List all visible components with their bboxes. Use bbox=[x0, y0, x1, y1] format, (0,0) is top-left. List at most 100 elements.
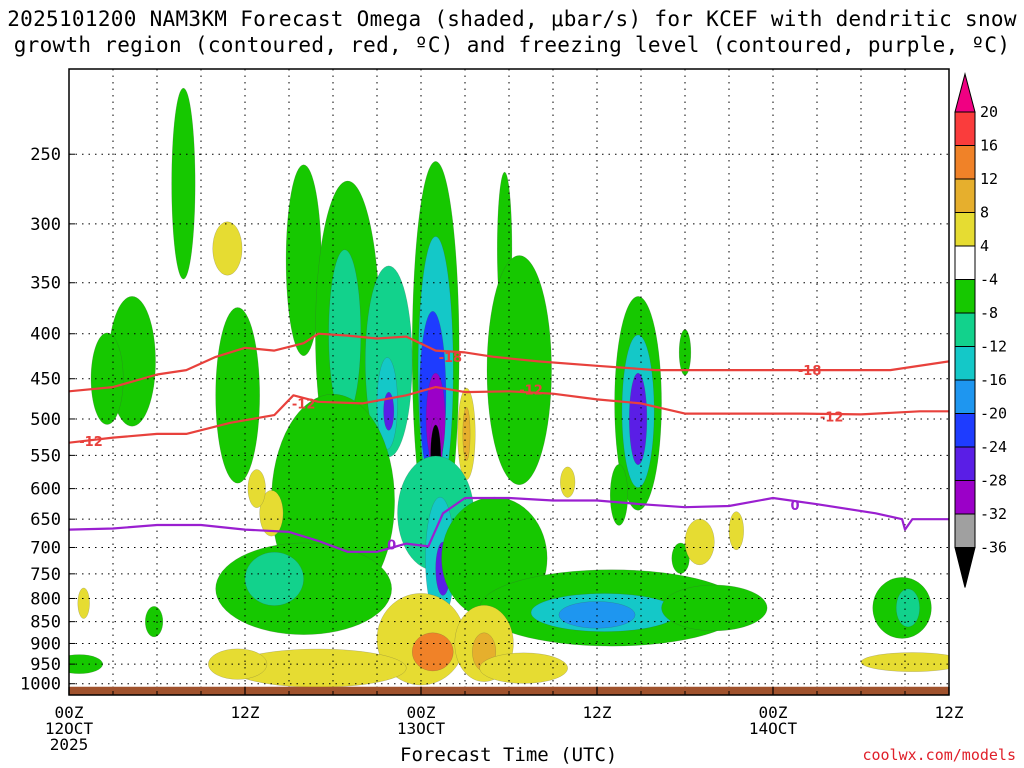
omega-region-34 bbox=[558, 601, 636, 629]
chart-title-line-1: 2025101200 NAM3KM Forecast Omega (shaded… bbox=[7, 7, 1017, 31]
omega-region-20 bbox=[486, 255, 552, 485]
colorbar-label-8: -16 bbox=[980, 371, 1007, 389]
colorbar-label-9: -20 bbox=[980, 405, 1007, 423]
colorbar-label-10: -24 bbox=[980, 438, 1007, 456]
xtick-label-48-1: 14OCT bbox=[749, 719, 798, 738]
colorbar-label-7: -12 bbox=[980, 338, 1007, 356]
colorbar-segment-5 bbox=[954, 379, 976, 414]
colorbar-label-12: -32 bbox=[980, 505, 1007, 523]
colorbar-segment-13 bbox=[954, 111, 976, 146]
omega-region-46 bbox=[560, 466, 576, 498]
colorbar-label-5: -4 bbox=[980, 271, 998, 289]
colorbar-label-4: 4 bbox=[980, 237, 989, 255]
xtick-label-0-0: 00Z bbox=[55, 703, 84, 722]
omega-region-30 bbox=[244, 551, 304, 606]
contour-label--18-0: -18 bbox=[439, 351, 463, 366]
ytick-label-1000: 1000 bbox=[20, 675, 61, 695]
contour-label--12-3: -12 bbox=[820, 411, 844, 426]
colorbar-label-13: -36 bbox=[980, 539, 1007, 557]
ytick-label-700: 700 bbox=[30, 538, 61, 558]
omega-region-3 bbox=[90, 332, 124, 425]
omega-region-18 bbox=[462, 406, 471, 461]
omega-region-45 bbox=[728, 511, 744, 551]
chart-title-line-2: growth region (contoured, red, ºC) and f… bbox=[13, 33, 1011, 57]
omega-shading bbox=[69, 87, 949, 688]
xtick-label-48-0: 00Z bbox=[759, 703, 788, 722]
contour-line--18 bbox=[69, 332, 949, 393]
ytick-label-650: 650 bbox=[30, 510, 61, 530]
colorbar-label-1: 16 bbox=[980, 137, 998, 155]
colorbar-segment-6 bbox=[954, 346, 976, 381]
omega-region-54 bbox=[479, 652, 568, 684]
ytick-label-950: 950 bbox=[30, 655, 61, 675]
xtick-label-0-1: 12OCT bbox=[45, 719, 94, 738]
temperature-contours: -18 -18 -12 -12 -12 -12 0 0 bbox=[69, 332, 949, 554]
chart-title: 2025101200 NAM3KM Forecast Omega (shaded… bbox=[0, 6, 1024, 58]
colorbar-label-2: 12 bbox=[980, 170, 998, 188]
contour-label--12-0: -12 bbox=[79, 435, 103, 450]
xtick-label-24-0: 00Z bbox=[407, 703, 436, 722]
ytick-label-850: 850 bbox=[30, 613, 61, 633]
ytick-label-250: 250 bbox=[30, 145, 61, 165]
colorbar-segment-9 bbox=[954, 245, 976, 280]
colorbar-segment-2 bbox=[954, 480, 976, 515]
ytick-label-350: 350 bbox=[30, 274, 61, 294]
contour-label--12-1: -12 bbox=[292, 397, 316, 412]
colorbar-segment-1 bbox=[954, 513, 976, 548]
omega-region-42 bbox=[259, 490, 284, 537]
colorbar-segment-3 bbox=[954, 446, 976, 481]
xtick-label-0-2: 2025 bbox=[50, 735, 89, 754]
omega-region-53 bbox=[208, 648, 268, 680]
ytick-label-400: 400 bbox=[30, 325, 61, 345]
ytick-label-750: 750 bbox=[30, 565, 61, 585]
colorbar-label-6: -8 bbox=[980, 304, 998, 322]
omega-region-4 bbox=[215, 307, 260, 484]
omega-region-44 bbox=[684, 518, 715, 566]
omega-region-55 bbox=[860, 652, 949, 672]
omega-region-29 bbox=[215, 542, 392, 635]
ytick-label-600: 600 bbox=[30, 480, 61, 500]
colorbar-label-0: 20 bbox=[980, 103, 998, 121]
colorbar-segment-12 bbox=[954, 145, 976, 180]
contour-line--12 bbox=[69, 386, 949, 444]
omega-region-43 bbox=[247, 469, 266, 508]
colorbar-segment-8 bbox=[954, 279, 976, 314]
source-credit[interactable]: coolwx.com/models bbox=[862, 746, 1016, 764]
ytick-label-800: 800 bbox=[30, 589, 61, 609]
colorbar-segment-bottom bbox=[954, 547, 976, 588]
ytick-label-550: 550 bbox=[30, 446, 61, 466]
colorbar-segment-7 bbox=[954, 312, 976, 347]
ytick-label-500: 500 bbox=[30, 410, 61, 430]
contour-label--12-2: -12 bbox=[519, 384, 543, 399]
colorbar-segment-top bbox=[954, 72, 976, 113]
contour-label-0-1: 0 bbox=[790, 499, 799, 514]
ytick-label-900: 900 bbox=[30, 634, 61, 654]
colorbar-label-3: 8 bbox=[980, 204, 989, 222]
omega-region-0 bbox=[171, 87, 196, 280]
contour-label--18-1: -18 bbox=[798, 364, 822, 379]
ytick-label-450: 450 bbox=[30, 370, 61, 390]
omega-region-24 bbox=[609, 464, 629, 526]
omega-region-23 bbox=[629, 372, 648, 466]
xtick-label-12-0: 12Z bbox=[231, 703, 260, 722]
colorbar-segment-10 bbox=[954, 212, 976, 247]
xtick-label-24-1: 13OCT bbox=[397, 719, 446, 738]
ground-terrain bbox=[69, 686, 949, 695]
y-axis: 2503003504004505005506006507007508008509… bbox=[20, 145, 75, 695]
colorbar: 20 16 12 8 4 -4 -8 -12 -16 -20 -24 -28 -32 -36 bbox=[954, 72, 1007, 588]
colorbar-label-11: -28 bbox=[980, 472, 1007, 490]
x-axis-title: Forecast Time (UTC) bbox=[400, 744, 618, 766]
omega-region-47 bbox=[77, 587, 90, 619]
omega-region-35 bbox=[661, 584, 768, 632]
xtick-label-36-0: 12Z bbox=[583, 703, 612, 722]
colorbar-segment-11 bbox=[954, 178, 976, 213]
ytick-label-300: 300 bbox=[30, 215, 61, 235]
contour-label-0-0: 0 bbox=[387, 539, 396, 554]
gridlines bbox=[69, 69, 949, 695]
omega-region-49 bbox=[411, 632, 454, 672]
contour-line-0 bbox=[69, 496, 949, 553]
colorbar-segment-4 bbox=[954, 413, 976, 448]
omega-region-1 bbox=[212, 221, 243, 276]
